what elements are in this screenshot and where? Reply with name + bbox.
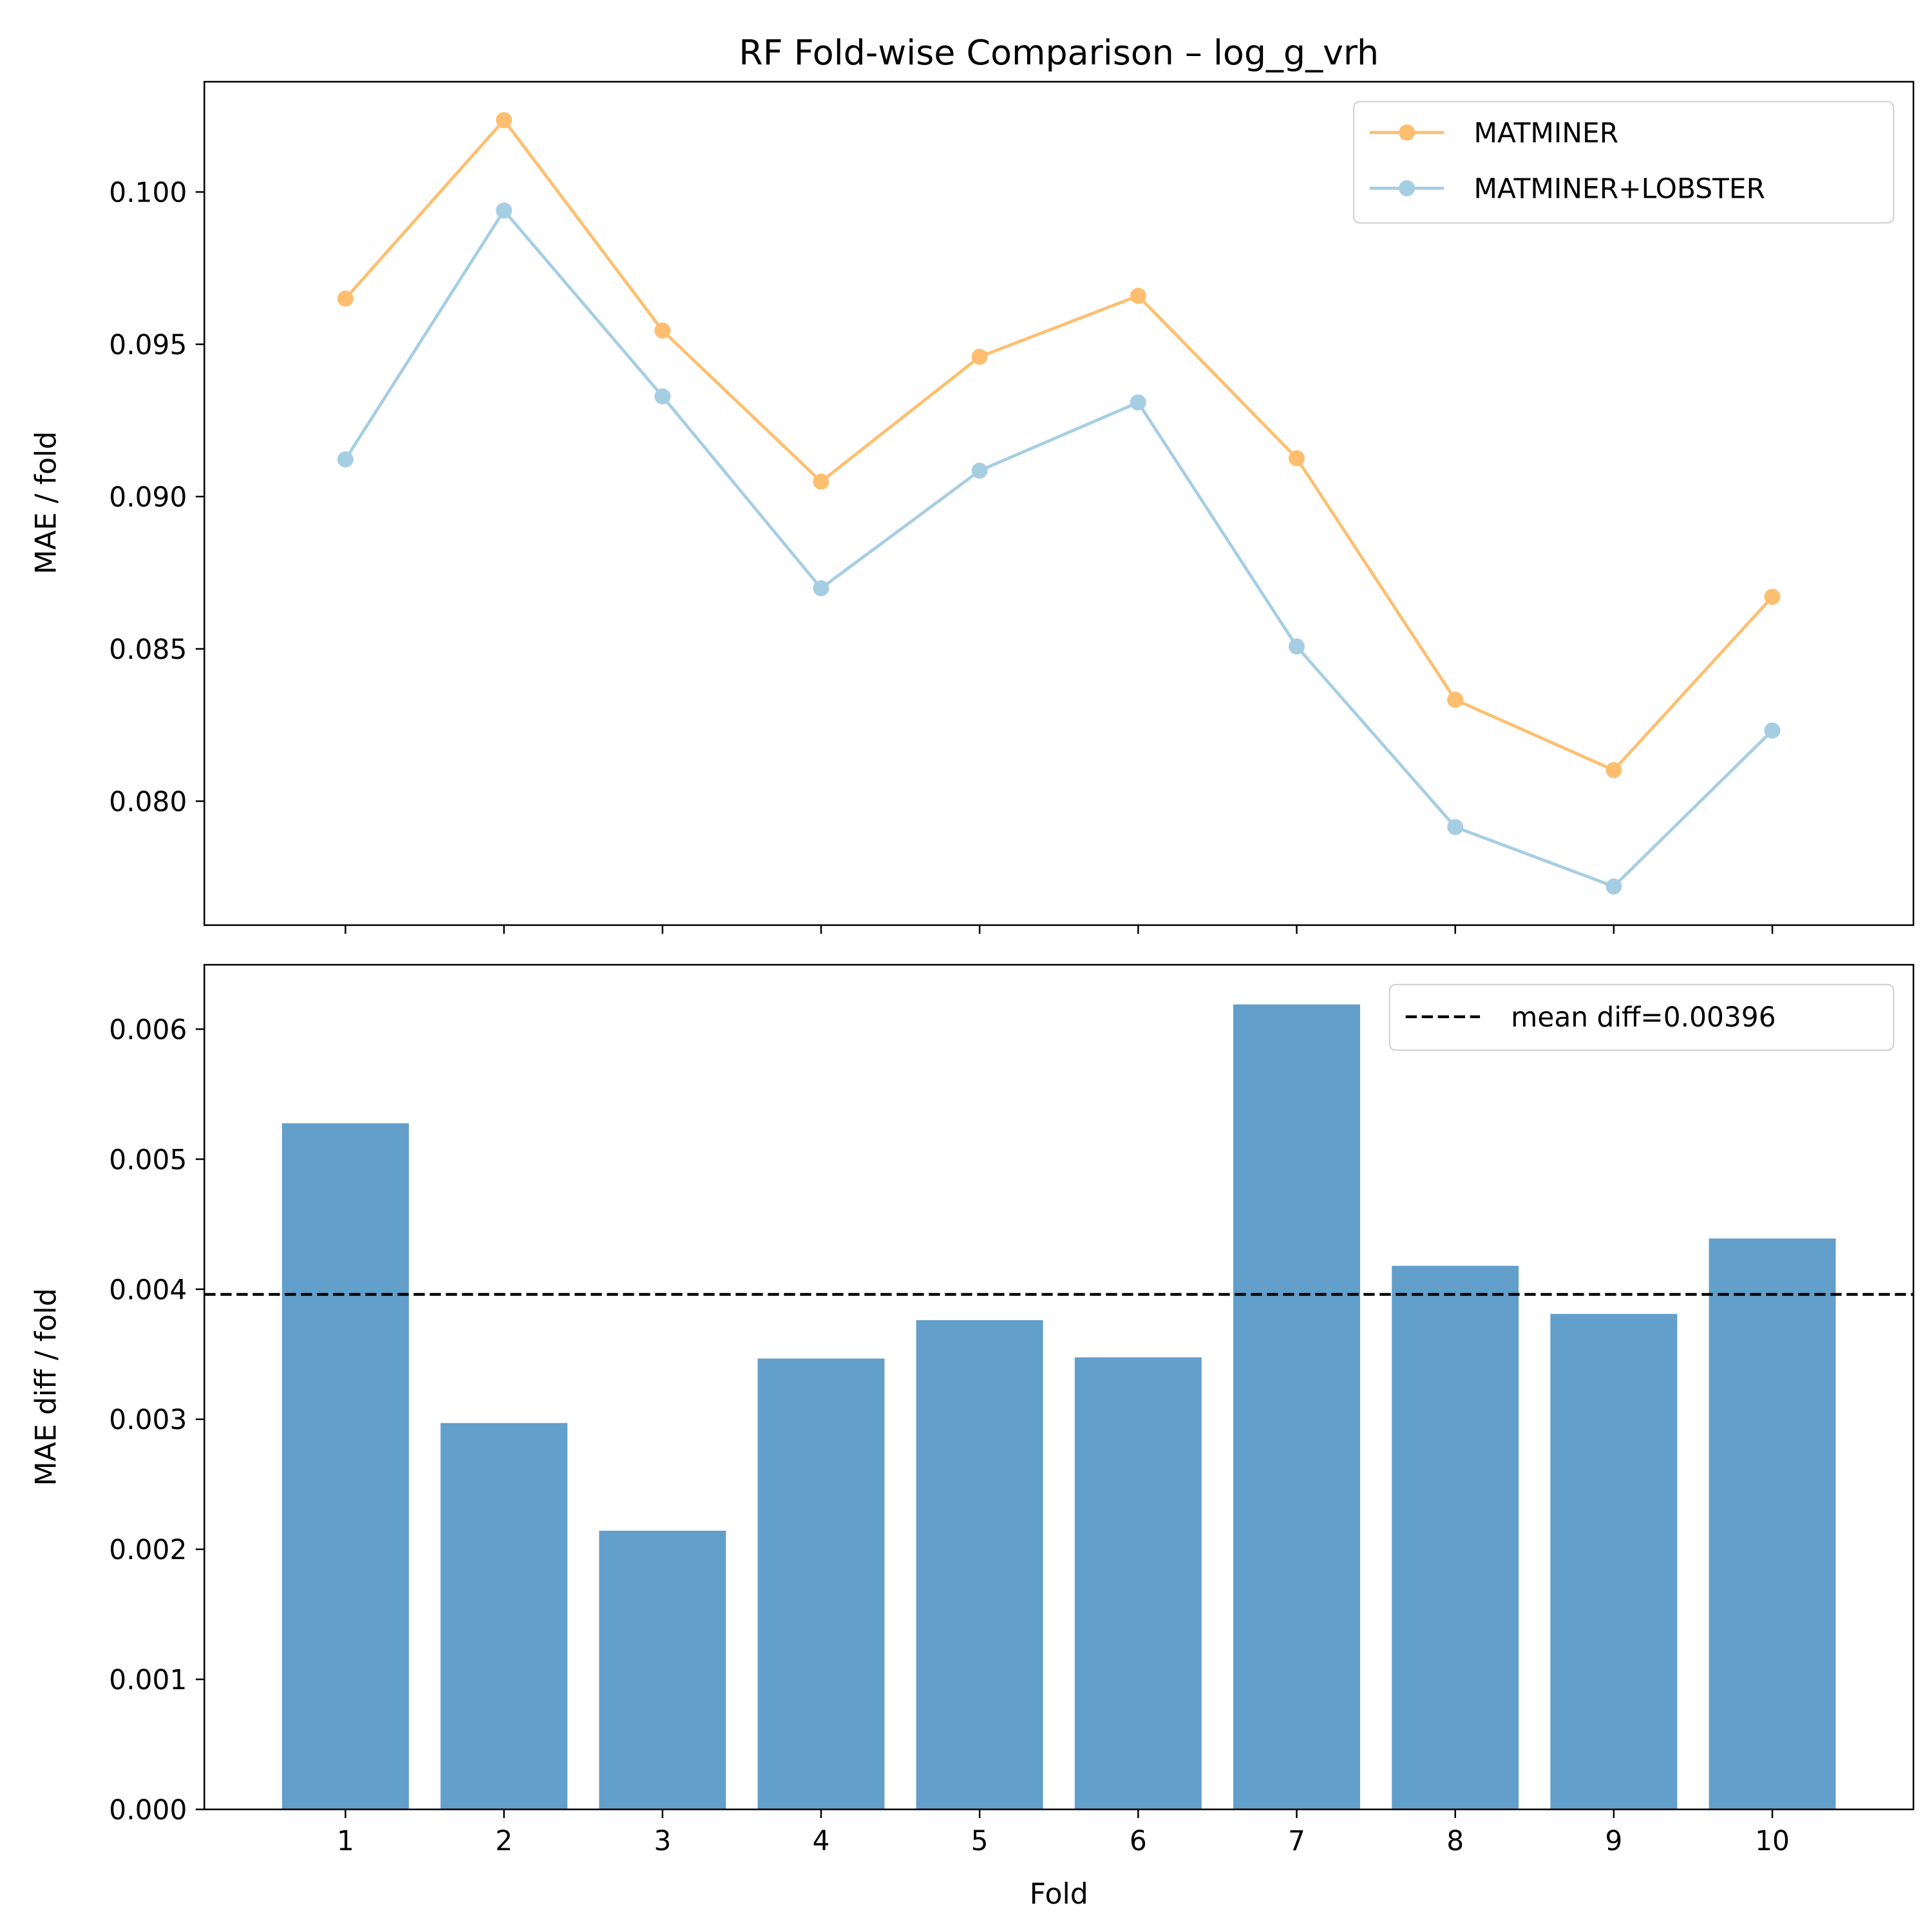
- data-point: [1289, 638, 1305, 655]
- data-point: [337, 290, 354, 307]
- data-point: [813, 580, 829, 596]
- bottom-axes-frame: [204, 963, 1915, 1810]
- data-point: [1130, 287, 1146, 304]
- bar-fold-5: [916, 1320, 1043, 1810]
- legend-marker: [1399, 124, 1416, 141]
- y-tick-label: 0.000: [109, 1794, 187, 1826]
- bottom-legend: mean diff=0.00396: [1388, 983, 1895, 1051]
- bar-fold-7: [1233, 1004, 1360, 1810]
- data-point: [496, 112, 513, 129]
- data-point: [1605, 762, 1622, 779]
- top-axes-frame: [204, 80, 1915, 926]
- data-point: [1764, 722, 1781, 739]
- x-tick-label: 7: [1288, 1825, 1305, 1857]
- y-tick-label: 0.003: [109, 1404, 187, 1435]
- y-tick-label: 0.100: [109, 177, 187, 209]
- x-tick-label: 5: [971, 1825, 989, 1857]
- x-tick-label: 8: [1446, 1825, 1464, 1857]
- bar-fold-2: [440, 1423, 568, 1810]
- bar-fold-1: [281, 1123, 409, 1810]
- x-tick-label: 3: [654, 1825, 671, 1857]
- data-point: [1130, 394, 1146, 411]
- legend-label: mean diff=0.00396: [1511, 1001, 1776, 1033]
- x-tick-label: 6: [1130, 1825, 1147, 1857]
- y-tick-label: 0.004: [109, 1274, 187, 1305]
- legend-label: MATMINER+LOBSTER: [1473, 173, 1765, 205]
- x-tick-label: 10: [1755, 1825, 1790, 1857]
- x-tick-label: 1: [337, 1825, 354, 1857]
- data-point: [496, 202, 513, 219]
- data-point: [1764, 589, 1781, 605]
- bar-fold-6: [1074, 1357, 1202, 1810]
- y-tick-label: 0.080: [109, 786, 187, 817]
- chart-title: RF Fold-wise Comparison – log_g_vrh: [739, 32, 1379, 73]
- y-tick-label: 0.002: [109, 1534, 187, 1566]
- data-point: [971, 462, 988, 479]
- data-point: [654, 322, 671, 339]
- data-point: [813, 473, 829, 490]
- bottom-axes: 0.000 0.001 0.002 0.003 0.004 0.005 0.006 1 2 3 4 5…: [109, 963, 1915, 1857]
- x-tick-label: 4: [812, 1825, 829, 1857]
- top-y-axis-label: MAE / fold: [30, 431, 63, 574]
- bar-fold-10: [1709, 1238, 1836, 1810]
- data-point: [1605, 878, 1622, 895]
- legend-marker: [1399, 180, 1416, 196]
- x-tick-label: 2: [495, 1825, 513, 1857]
- data-point: [971, 348, 988, 365]
- data-point: [1447, 692, 1464, 708]
- x-tick-label: 9: [1605, 1825, 1622, 1857]
- top-axes: 0.0800.0850.0900.0950.100MATMINERMATMINE…: [109, 80, 1915, 934]
- y-tick-label: 0.005: [109, 1144, 187, 1175]
- x-axis-label: Fold: [1030, 1878, 1088, 1911]
- bottom-y-axis-label: MAE diff / fold: [30, 1288, 63, 1486]
- series-line-2: [344, 207, 1774, 889]
- bar-fold-4: [757, 1358, 885, 1810]
- y-tick-label: 0.085: [109, 634, 187, 665]
- bar-fold-3: [599, 1530, 726, 1810]
- bar-fold-9: [1550, 1314, 1678, 1810]
- data-point: [1289, 450, 1305, 466]
- top-legend: MATMINER MATMINER+LOBSTER: [1352, 100, 1895, 224]
- data-point: [654, 388, 671, 404]
- legend-label: MATMINER: [1473, 117, 1618, 149]
- data-point: [337, 451, 354, 468]
- bar-fold-8: [1392, 1265, 1519, 1810]
- y-tick-label: 0.090: [109, 481, 187, 513]
- y-tick-label: 0.006: [109, 1014, 187, 1045]
- y-tick-label: 0.001: [109, 1664, 187, 1696]
- legend-box: [1388, 983, 1895, 1051]
- y-tick-label: 0.095: [109, 329, 187, 361]
- data-point: [1447, 819, 1464, 835]
- legend-box: [1352, 100, 1895, 224]
- series-line-1: [344, 117, 1774, 772]
